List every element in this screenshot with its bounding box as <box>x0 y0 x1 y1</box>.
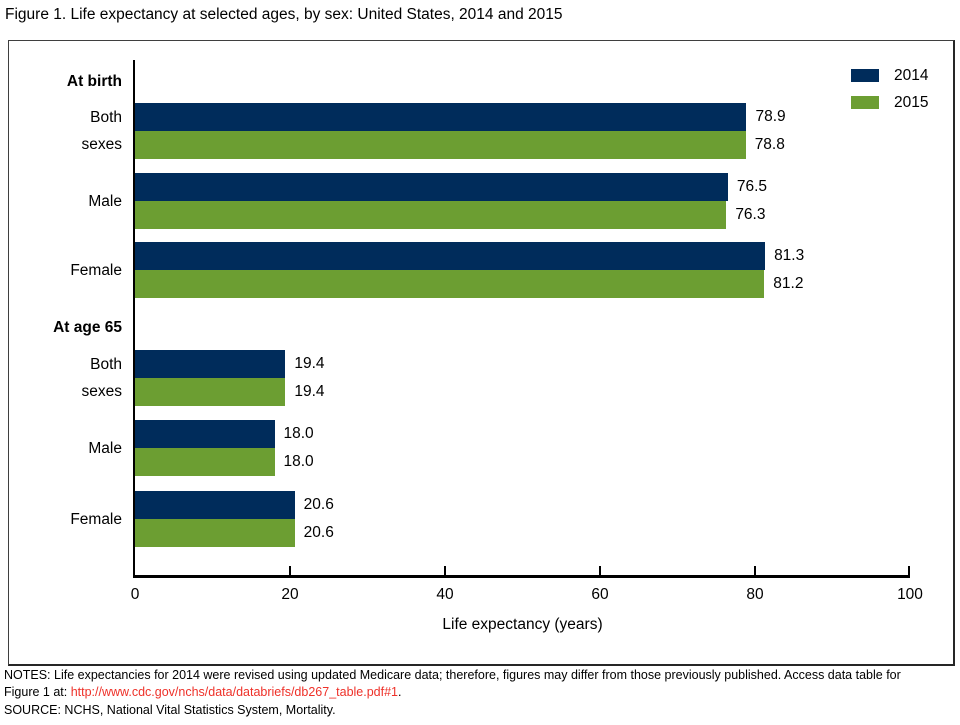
x-tick-label-40: 40 <box>436 586 454 603</box>
bar-2015-at-age-65-male <box>135 448 275 476</box>
bar-2014-at-birth-female <box>135 242 766 270</box>
legend-item-2014: 2014 <box>851 68 928 83</box>
bar-2014-at-age-65-both-sexes <box>135 350 286 378</box>
x-tick-80 <box>754 566 756 575</box>
plot-area: Life expectancy (years) At birth Both sexe… <box>53 60 923 633</box>
legend-swatch-2015 <box>851 96 879 109</box>
bar-row-2015: 19.4 <box>135 378 910 406</box>
x-tick-100 <box>908 566 910 575</box>
category-label-line: Both <box>90 356 122 373</box>
bar-value-label: 78.8 <box>754 136 785 153</box>
bar-value-label: 19.4 <box>294 355 325 372</box>
source-text: SOURCE: NCHS, National Vital Statistics … <box>4 702 336 717</box>
x-tick-label-20: 20 <box>281 586 299 603</box>
x-tick-label-60: 60 <box>591 586 609 603</box>
bar-2014-at-birth-both-sexes <box>135 103 747 131</box>
bar-2015-at-birth-both-sexes <box>135 131 746 159</box>
notes-text: NOTES: Life expectancies for 2014 were r… <box>4 667 956 702</box>
legend-item-2015: 2015 <box>851 95 928 110</box>
x-tick-40 <box>444 566 446 575</box>
bar-pair-at-birth-male: Male 76.5 76.3 <box>88 173 910 229</box>
x-tick-label-80: 80 <box>746 586 764 603</box>
bar-2015-at-birth-male <box>135 201 727 229</box>
category-label-line: Male <box>88 192 122 210</box>
bar-pair-at-age-65-female: Female 20.6 20.6 <box>70 491 910 547</box>
category-label-line: Both <box>90 109 122 126</box>
figure-footer: NOTES: Life expectancies for 2014 were r… <box>4 667 956 719</box>
bar-2014-at-birth-male <box>135 173 728 201</box>
bar-row-2015: 20.6 <box>135 519 910 547</box>
legend-label-2014: 2014 <box>894 67 929 84</box>
category-label-both-sexes: Both sexes <box>7 350 123 406</box>
category-label-line: Female <box>70 510 122 528</box>
bar-value-label: 18.0 <box>283 425 314 442</box>
bar-row-2014: 20.6 <box>135 491 910 519</box>
bar-pair-at-age-65-male: Male 18.0 18.0 <box>88 420 910 476</box>
bar-value-label: 20.6 <box>303 524 334 541</box>
legend-label-2015: 2015 <box>894 94 929 111</box>
category-label-male: Male <box>7 420 122 476</box>
bar-pair-at-birth-female: Female 81.3 81.2 <box>70 242 910 298</box>
bar-value-label: 19.4 <box>294 383 325 400</box>
figure-title: Figure 1. Life expectancy at selected ag… <box>5 6 563 23</box>
bar-value-label: 78.9 <box>755 108 786 125</box>
category-label-line: Female <box>70 261 122 279</box>
category-label-male: Male <box>7 173 122 229</box>
x-tick-60 <box>599 566 601 575</box>
bar-row-2015: 76.3 <box>135 201 910 229</box>
bar-2015-at-age-65-both-sexes <box>135 378 286 406</box>
bar-value-label: 18.0 <box>283 453 314 470</box>
category-label-line: sexes <box>81 136 123 153</box>
notes-line2-prefix: Figure 1 at: <box>4 685 71 700</box>
bar-row-2014: 81.3 <box>135 242 910 270</box>
notes-period: . <box>398 685 402 700</box>
bar-2015-at-age-65-female <box>135 519 295 547</box>
bar-row-2014: 76.5 <box>135 173 910 201</box>
bar-value-label: 20.6 <box>303 496 334 513</box>
data-table-link[interactable]: http://www.cdc.gov/nchs/data/databriefs/… <box>70 685 399 700</box>
category-label-line: Male <box>88 439 122 457</box>
category-label-line: sexes <box>81 383 123 400</box>
x-tick-label-0: 0 <box>130 586 140 603</box>
bar-2015-at-birth-female <box>135 270 765 298</box>
bar-2014-at-age-65-male <box>135 420 275 448</box>
group-label-at-age-65: At age 65 <box>53 319 122 336</box>
group-label-at-birth: At birth <box>66 73 122 90</box>
bar-row-2014: 19.4 <box>135 350 910 378</box>
x-axis-title: Life expectancy (years) <box>442 616 603 633</box>
category-label-female: Female <box>7 491 122 547</box>
bar-row-2015: 78.8 <box>135 131 910 159</box>
x-tick-label-100: 100 <box>897 586 923 603</box>
bar-2014-at-age-65-female <box>135 491 295 519</box>
category-label-both-sexes: Both sexes <box>7 103 123 159</box>
category-label-female: Female <box>7 242 122 298</box>
bar-row-2015: 81.2 <box>135 270 910 298</box>
bar-pair-at-birth-both-sexes: Both sexes 78.9 78.8 <box>82 103 910 159</box>
bar-value-label: 76.5 <box>736 178 768 195</box>
chart-legend: 2014 2015 <box>851 68 928 110</box>
bar-value-label: 76.3 <box>735 206 766 223</box>
bar-value-label: 81.3 <box>774 247 805 264</box>
legend-swatch-2014 <box>851 69 879 82</box>
bar-row-2015: 18.0 <box>135 448 910 476</box>
bar-pair-at-age-65-both-sexes: Both sexes 19.4 19.4 <box>82 350 910 406</box>
chart-frame: 2014 2015 Life expectancy (years) At bir… <box>8 40 955 666</box>
bar-row-2014: 18.0 <box>135 420 910 448</box>
x-tick-20 <box>289 566 291 575</box>
notes-line1: NOTES: Life expectancies for 2014 were r… <box>4 668 901 682</box>
bar-value-label: 81.2 <box>773 275 804 292</box>
bar-row-2014: 78.9 <box>135 103 910 131</box>
